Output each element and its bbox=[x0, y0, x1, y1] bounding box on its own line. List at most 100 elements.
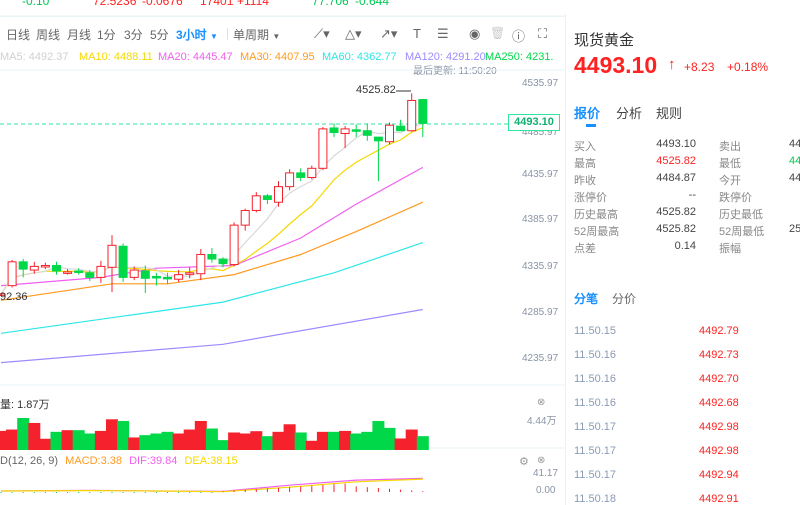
volume-bar bbox=[228, 432, 241, 450]
period-5m[interactable]: 5分 bbox=[150, 28, 169, 42]
candle bbox=[196, 248, 206, 281]
line-tool-icon[interactable]: ⟋▾ bbox=[314, 26, 330, 41]
kline-chart[interactable] bbox=[0, 0, 565, 505]
candle-body bbox=[340, 128, 350, 134]
tab-rules[interactable]: 规则 bbox=[656, 106, 683, 121]
gear-icon[interactable]: ⚙ bbox=[519, 456, 529, 468]
tab-analysis[interactable]: 分析 bbox=[616, 106, 643, 121]
candle-body bbox=[0, 293, 6, 296]
quote-row: 历史最高 4525.82 历史最低 bbox=[574, 206, 800, 222]
volume-bar bbox=[294, 432, 307, 450]
volume-bar bbox=[17, 418, 30, 450]
ma5-label: MA5: 4492.37 bbox=[0, 51, 69, 63]
trash-icon[interactable]: 🗑 bbox=[490, 26, 506, 40]
macd-value: MACD:3.38 bbox=[65, 455, 123, 467]
quote-value: 4484.87 bbox=[656, 172, 696, 184]
volume-bar bbox=[72, 430, 85, 450]
candle-body bbox=[151, 275, 161, 279]
candle-body bbox=[18, 261, 28, 270]
period-month[interactable]: 月线 bbox=[67, 28, 92, 42]
volume-max: 4.44万 bbox=[527, 416, 557, 427]
candle bbox=[240, 208, 250, 231]
ma20-label: MA20: 4445.47 bbox=[158, 51, 233, 63]
volume-bar bbox=[261, 436, 274, 450]
quote-label: 买入 bbox=[574, 141, 596, 153]
volume-bar bbox=[194, 420, 207, 450]
period-3m[interactable]: 3分 bbox=[124, 28, 143, 42]
ma5-line bbox=[0, 123, 423, 295]
y-tick: 4385.97 bbox=[522, 214, 559, 225]
price-change-pct: +0.18% bbox=[727, 60, 769, 74]
period-3h-dropdown[interactable]: 3小时 ▼ bbox=[176, 26, 218, 43]
tab-price-volume[interactable]: 分价 bbox=[612, 292, 637, 306]
tick-price: 4492.94 bbox=[699, 469, 739, 481]
candle bbox=[96, 260, 106, 283]
candle bbox=[118, 243, 128, 282]
tick-time: 11.50.15 bbox=[574, 325, 617, 337]
candle-body bbox=[140, 270, 150, 279]
volume-bar bbox=[372, 420, 385, 450]
candle bbox=[107, 235, 117, 293]
period-day[interactable]: 日线 bbox=[6, 28, 31, 42]
tick-price: 4492.91 bbox=[699, 493, 739, 505]
candle bbox=[29, 261, 39, 274]
single-period-label: 单周期 bbox=[233, 28, 270, 42]
volume-bar bbox=[394, 438, 407, 450]
quote-label: 历史最低 bbox=[719, 209, 763, 221]
period-week[interactable]: 周线 bbox=[36, 28, 61, 42]
quote-value: 4525.82 bbox=[656, 206, 696, 218]
period-1m[interactable]: 1分 bbox=[97, 28, 116, 42]
candle-body bbox=[163, 276, 172, 280]
ma60-label: MA60: 4362.77 bbox=[322, 51, 397, 63]
tab-ticks[interactable]: 分笔 bbox=[574, 292, 599, 306]
candle bbox=[351, 124, 361, 138]
volume-bar bbox=[150, 433, 163, 450]
volume-bar bbox=[405, 429, 418, 450]
ruler-tool-icon[interactable]: ☰ bbox=[437, 26, 449, 41]
candle-body bbox=[251, 195, 261, 211]
candle-body bbox=[262, 195, 272, 200]
volume-bar bbox=[205, 428, 218, 450]
candle bbox=[0, 292, 6, 296]
volume-bar bbox=[39, 438, 52, 450]
candle bbox=[385, 122, 394, 145]
single-period-dropdown[interactable]: 单周期 ▼ bbox=[233, 26, 280, 43]
candle-body bbox=[29, 265, 39, 271]
eye-icon[interactable]: ◉ bbox=[469, 26, 481, 41]
candle-body bbox=[396, 125, 406, 132]
tick-price: 4492.98 bbox=[699, 421, 739, 433]
ticker-value: 17401 bbox=[200, 0, 234, 8]
y-tick: 4235.97 bbox=[522, 353, 559, 364]
quote-value: 4493.10 bbox=[656, 138, 696, 150]
candle-body bbox=[307, 167, 317, 178]
ma120-line bbox=[0, 308, 423, 364]
volume-bar bbox=[350, 433, 363, 450]
candle bbox=[274, 181, 283, 207]
candle-body bbox=[240, 209, 250, 226]
period-3h-label: 3小时 bbox=[176, 28, 207, 42]
quote-label: 52周最高 bbox=[574, 226, 620, 238]
close-volume-icon[interactable]: ⊗ bbox=[537, 397, 546, 408]
ticker-change: +1114 bbox=[237, 0, 269, 8]
y-tick: 4285.97 bbox=[522, 307, 559, 318]
quote-label: 历史最高 bbox=[574, 209, 618, 221]
quote-value: 44 bbox=[789, 155, 800, 167]
close-macd-icon[interactable]: ⊗ bbox=[537, 455, 546, 466]
candle-body bbox=[274, 186, 283, 203]
quote-value: 4525.82 bbox=[656, 223, 696, 235]
text-tool-icon[interactable]: T bbox=[413, 26, 421, 41]
candle-body bbox=[229, 224, 239, 266]
caret-down-icon: ▼ bbox=[272, 32, 281, 41]
volume-bar bbox=[28, 422, 41, 450]
fullscreen-icon[interactable]: ⛶ bbox=[538, 26, 548, 41]
quote-label: 52周最低 bbox=[719, 226, 765, 238]
arrow-tool-icon[interactable]: ↗▾ bbox=[380, 26, 398, 41]
triangle-tool-icon[interactable]: △▾ bbox=[345, 26, 362, 41]
quote-label: 今开 bbox=[719, 175, 741, 187]
info-icon[interactable]: ⓘ bbox=[512, 29, 526, 44]
tab-quote[interactable]: 报价 bbox=[574, 106, 601, 121]
quote-value: 4525.82 bbox=[656, 155, 696, 167]
volume-bar bbox=[283, 424, 296, 450]
candle bbox=[74, 268, 84, 275]
candle bbox=[296, 168, 306, 182]
